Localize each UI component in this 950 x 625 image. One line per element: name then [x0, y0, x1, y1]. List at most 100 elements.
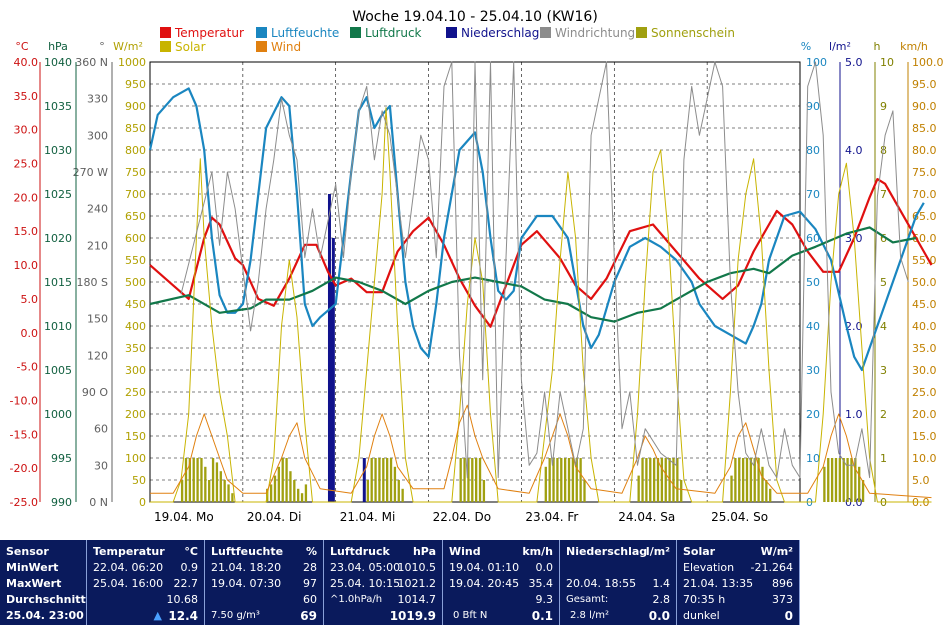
stats-solar-elevation-label: Elevation	[683, 561, 735, 574]
temp-axis-tick: -10.0	[10, 394, 38, 407]
sunshine-bar	[211, 458, 215, 502]
solar-axis-tick: 250	[125, 386, 146, 399]
pressure-unit: hPa	[48, 40, 68, 53]
stats-wind-now-label: 0 Bft N	[453, 610, 488, 621]
sunshine-bar	[637, 475, 640, 502]
wind-axis-tick: 55.0	[912, 254, 937, 267]
legend-swatch	[446, 27, 457, 38]
pressure-axis-tick: 1005	[44, 364, 72, 377]
sunshine-bar	[838, 458, 842, 502]
sunshine-bar	[734, 458, 737, 502]
sunshine-bar	[180, 480, 184, 502]
day-label: 25.04. So	[711, 510, 768, 524]
sunshine-bar	[227, 484, 230, 502]
solar-axis-tick: 600	[125, 232, 146, 245]
humidity-axis-tick: 40	[806, 320, 820, 333]
direction-axis-tick: 210	[87, 239, 108, 252]
legend-swatch	[160, 41, 171, 52]
direction-axis-tick: 30	[94, 459, 108, 472]
sunshine-bar	[366, 480, 369, 502]
sunshine-bar	[289, 471, 292, 502]
wind-axis-tick: 85.0	[912, 122, 937, 135]
stats-rain-header: Niederschlag	[566, 545, 648, 558]
stats-rain-column: Niederschlag l/m² 20.04. 18:55 1.4 Gesamt:…	[560, 540, 677, 625]
sun-unit: h	[874, 40, 881, 53]
stats-rain-now-label: 2.8 l/m²	[570, 610, 609, 621]
sunshine-bar	[386, 458, 389, 502]
solar-axis-tick: 550	[125, 254, 146, 267]
sun-axis-tick: 3	[880, 364, 887, 377]
sunshine-bar	[304, 484, 308, 502]
temp-unit: °C	[15, 40, 29, 53]
stats-temp-column: Temperatur °C 22.04. 06:20 0.9 25.04. 16:0…	[87, 540, 205, 625]
sunshine-bar	[273, 475, 277, 502]
stats-temp-max-value: 22.7	[173, 577, 199, 590]
sunshine-bar	[200, 458, 203, 502]
pressure-axis-tick: 990	[51, 496, 72, 509]
stats-solar-elevation: -21.264	[750, 561, 793, 574]
series-solar	[150, 107, 932, 503]
stats-press-avg: 1014.7	[397, 593, 437, 606]
sunshine-bar	[641, 458, 644, 502]
temp-axis-tick: 20.0	[14, 191, 39, 204]
sunshine-bar	[745, 458, 749, 502]
day-label: 20.04. Di	[247, 510, 302, 524]
sunshine-bar	[475, 458, 478, 502]
day-label: 19.04. Mo	[154, 510, 214, 524]
solar-axis-tick: 850	[125, 122, 146, 135]
stats-solar-unit: W/m²	[760, 545, 793, 558]
sunshine-bar	[482, 480, 486, 502]
stats-rain-max-value: 1.4	[652, 577, 671, 590]
sunshine-bar	[401, 488, 404, 502]
direction-axis-tick: 270 W	[73, 166, 108, 179]
humidity-axis-tick: 30	[806, 364, 820, 377]
stats-pressure-column: Luftdruck hPa 23.04. 05:00 1010.5 25.04. 1…	[324, 540, 443, 625]
stats-wind-column: Wind km/h 19.04. 01:10 0.0 19.04. 20:45 35.…	[443, 540, 560, 625]
wind-axis-tick: 30.0	[912, 364, 937, 377]
rising-arrow-icon: ▲	[153, 609, 162, 622]
series-temperatur	[149, 178, 933, 328]
legend-label: Luftfeuchte	[271, 26, 339, 40]
sun-axis-tick: 6	[880, 232, 887, 245]
pressure-axis-tick: 1000	[44, 408, 72, 421]
stats-solar-now-label: dunkel	[683, 609, 720, 622]
stats-hum-min-value: 28	[303, 561, 317, 574]
humidity-axis-tick: 100	[806, 56, 827, 69]
pressure-axis-tick: 1025	[44, 188, 72, 201]
sunshine-bar	[656, 458, 660, 502]
sunshine-bar	[277, 466, 280, 502]
rain-bar	[362, 458, 366, 502]
sunshine-bar	[269, 484, 273, 502]
stats-humidity-column: Luftfeuchte% 21.04. 18:20 28 19.04. 07:30…	[205, 540, 324, 625]
sunshine-bar	[556, 458, 559, 502]
sunshine-bar	[231, 493, 234, 502]
sunshine-bar	[544, 466, 547, 502]
sun-axis-tick: 5	[880, 276, 887, 289]
sunshine-bar	[645, 458, 648, 502]
pressure-axis-tick: 1030	[44, 144, 72, 157]
weather-chart: Woche 19.04.10 - 25.04.10 (KW16) Tempera…	[10, 9, 944, 524]
series-luftdruck	[149, 226, 917, 323]
wind-axis-tick: 75.0	[912, 166, 937, 179]
sunshine-bar	[652, 458, 656, 502]
sunshine-bar	[730, 475, 733, 502]
sun-axis-tick: 9	[880, 100, 887, 113]
direction-axis-tick: 300	[87, 129, 108, 142]
sunshine-bar	[223, 480, 226, 502]
sunshine-bar	[769, 488, 772, 502]
solar-axis-tick: 750	[125, 166, 146, 179]
stats-hum-header: Luftfeuchte	[211, 545, 284, 558]
sunshine-bar	[285, 458, 288, 502]
stats-sensor-column: Sensor MinWert MaxWert Durchschnitt 25.0…	[0, 540, 87, 625]
sunshine-bar	[741, 458, 745, 502]
sunshine-bar	[467, 458, 470, 502]
stats-hum-min-time: 21.04. 18:20	[211, 561, 282, 574]
legend-swatch	[256, 27, 267, 38]
legend-swatch	[256, 41, 267, 52]
sunshine-bar	[842, 458, 845, 502]
solar-axis-tick: 300	[125, 364, 146, 377]
statistics-table: Sensor MinWert MaxWert Durchschnitt 25.0…	[0, 540, 800, 625]
stats-solar-max-value: 896	[772, 577, 793, 590]
stats-wind-min-time: 19.04. 01:10	[449, 561, 520, 574]
sunshine-bar	[281, 458, 284, 502]
